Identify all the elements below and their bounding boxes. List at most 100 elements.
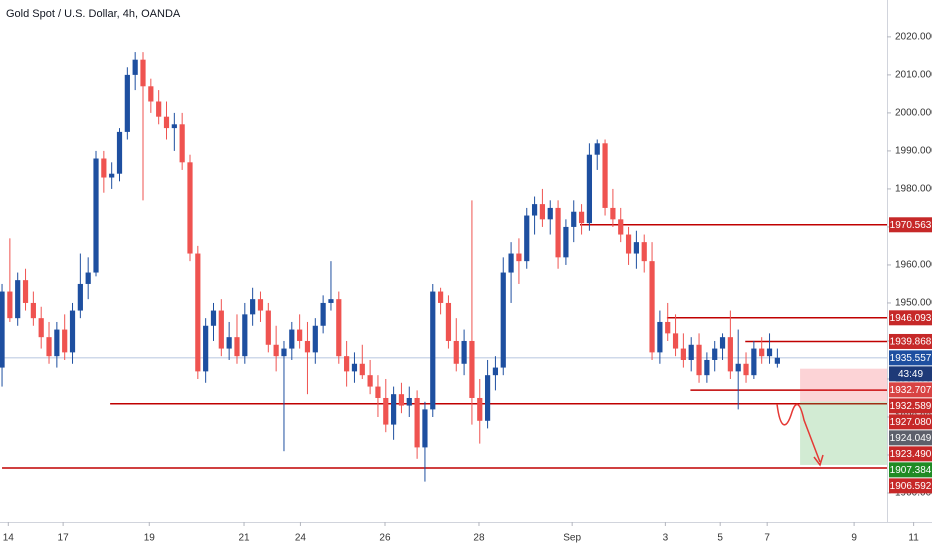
price-label: 1924.049 <box>890 433 932 444</box>
candle-body <box>62 329 68 353</box>
price-label-bg <box>889 333 932 349</box>
candle-body <box>578 211 585 224</box>
candle-body <box>430 291 436 410</box>
candle-body <box>203 325 209 372</box>
x-tick-label: 28 <box>473 533 485 544</box>
candle-body <box>30 302 36 319</box>
price-label-bg <box>889 398 932 414</box>
position-box <box>800 368 887 465</box>
candle-body <box>132 59 138 75</box>
candle-body <box>539 204 546 220</box>
x-tick-label: 24 <box>295 533 307 544</box>
candle-body <box>657 321 663 353</box>
price-lines <box>0 224 887 469</box>
candle-body <box>344 356 350 372</box>
candle-body <box>367 375 373 387</box>
candle-body <box>500 272 506 368</box>
price-label-bg <box>889 310 932 326</box>
candle-body <box>477 397 483 421</box>
price-label: 1946.093 <box>890 313 932 324</box>
candle-body <box>516 253 522 262</box>
candle-body <box>547 207 553 220</box>
x-tick-label: 7 <box>764 533 770 544</box>
candle-body <box>555 207 561 258</box>
candle-body <box>54 329 60 357</box>
candle-body <box>351 363 358 372</box>
candle-body <box>774 357 780 364</box>
projection-arrow <box>776 403 821 463</box>
candle-body <box>289 329 295 349</box>
chart-title: Gold Spot / U.S. Dollar, 4h, OANDA <box>6 8 181 20</box>
price-label-bg <box>889 350 932 366</box>
price-label-bg <box>889 414 932 430</box>
candle-body <box>391 394 397 425</box>
price-label: 1906.592 <box>890 481 932 492</box>
candle-body <box>398 394 405 406</box>
x-tick-label: 14 <box>3 533 15 544</box>
candle-body <box>297 329 303 341</box>
price-label: 1970.563 <box>890 220 932 231</box>
x-tick-label: 21 <box>238 533 250 544</box>
price-label: 1907.384 <box>890 465 932 476</box>
candle-body <box>735 363 741 372</box>
candle-body <box>257 299 264 311</box>
candle-body <box>453 340 459 364</box>
price-label: 1932.707 <box>890 385 932 396</box>
candle-body <box>15 280 21 319</box>
candle-body <box>328 299 334 303</box>
x-tick-label: 19 <box>144 533 156 544</box>
candle-body <box>743 363 749 376</box>
candle-body <box>422 409 428 448</box>
candle-body <box>124 74 130 132</box>
candle-body <box>156 101 162 117</box>
candle-body <box>704 359 710 376</box>
candle-body <box>304 340 311 353</box>
candle-body <box>602 143 608 208</box>
candle-body <box>625 234 632 254</box>
price-label: 1935.557 <box>890 353 932 364</box>
candle-body <box>672 333 679 349</box>
candle-body <box>359 363 365 376</box>
price-label-bg <box>889 430 932 446</box>
candle-body <box>218 310 224 349</box>
y-tick-label: 2000.000 <box>895 108 932 119</box>
candle-body <box>383 397 389 425</box>
y-tick-label: 1950.000 <box>895 298 932 309</box>
x-tick-label: 9 <box>851 533 857 544</box>
candle-body <box>712 348 718 360</box>
candle-body <box>406 397 412 406</box>
candles <box>0 52 780 482</box>
candle-body <box>148 86 154 102</box>
candle-body <box>179 124 185 163</box>
price-labels: 1970.563 1946.093 1939.868 1935.557 43:49 193… <box>889 217 932 494</box>
candle-body <box>312 325 318 353</box>
candle-body <box>680 348 686 360</box>
candle-body <box>618 219 624 235</box>
candle-body <box>665 321 671 334</box>
candle-body <box>461 340 467 364</box>
countdown-bg <box>889 366 932 382</box>
price-label: 1932.589 <box>890 401 932 412</box>
candle-body <box>336 299 342 357</box>
candle-body <box>531 204 538 216</box>
candle-body <box>492 367 499 376</box>
candle-body <box>93 158 99 273</box>
candle-body <box>116 131 123 174</box>
candle-body <box>242 314 248 357</box>
candle-body <box>414 397 420 448</box>
candle-body <box>234 337 240 357</box>
price-label: 1939.868 <box>890 337 932 348</box>
price-label-bg <box>889 478 932 494</box>
candle-body <box>140 59 146 87</box>
candle-body <box>524 215 530 262</box>
price-label-bg <box>889 382 932 398</box>
candle-body <box>46 337 52 357</box>
candle-body <box>649 261 655 353</box>
candle-body <box>445 302 452 341</box>
x-tick-label: 17 <box>58 533 70 544</box>
candle-body <box>85 272 91 284</box>
x-tick-label: Sep <box>563 533 581 544</box>
